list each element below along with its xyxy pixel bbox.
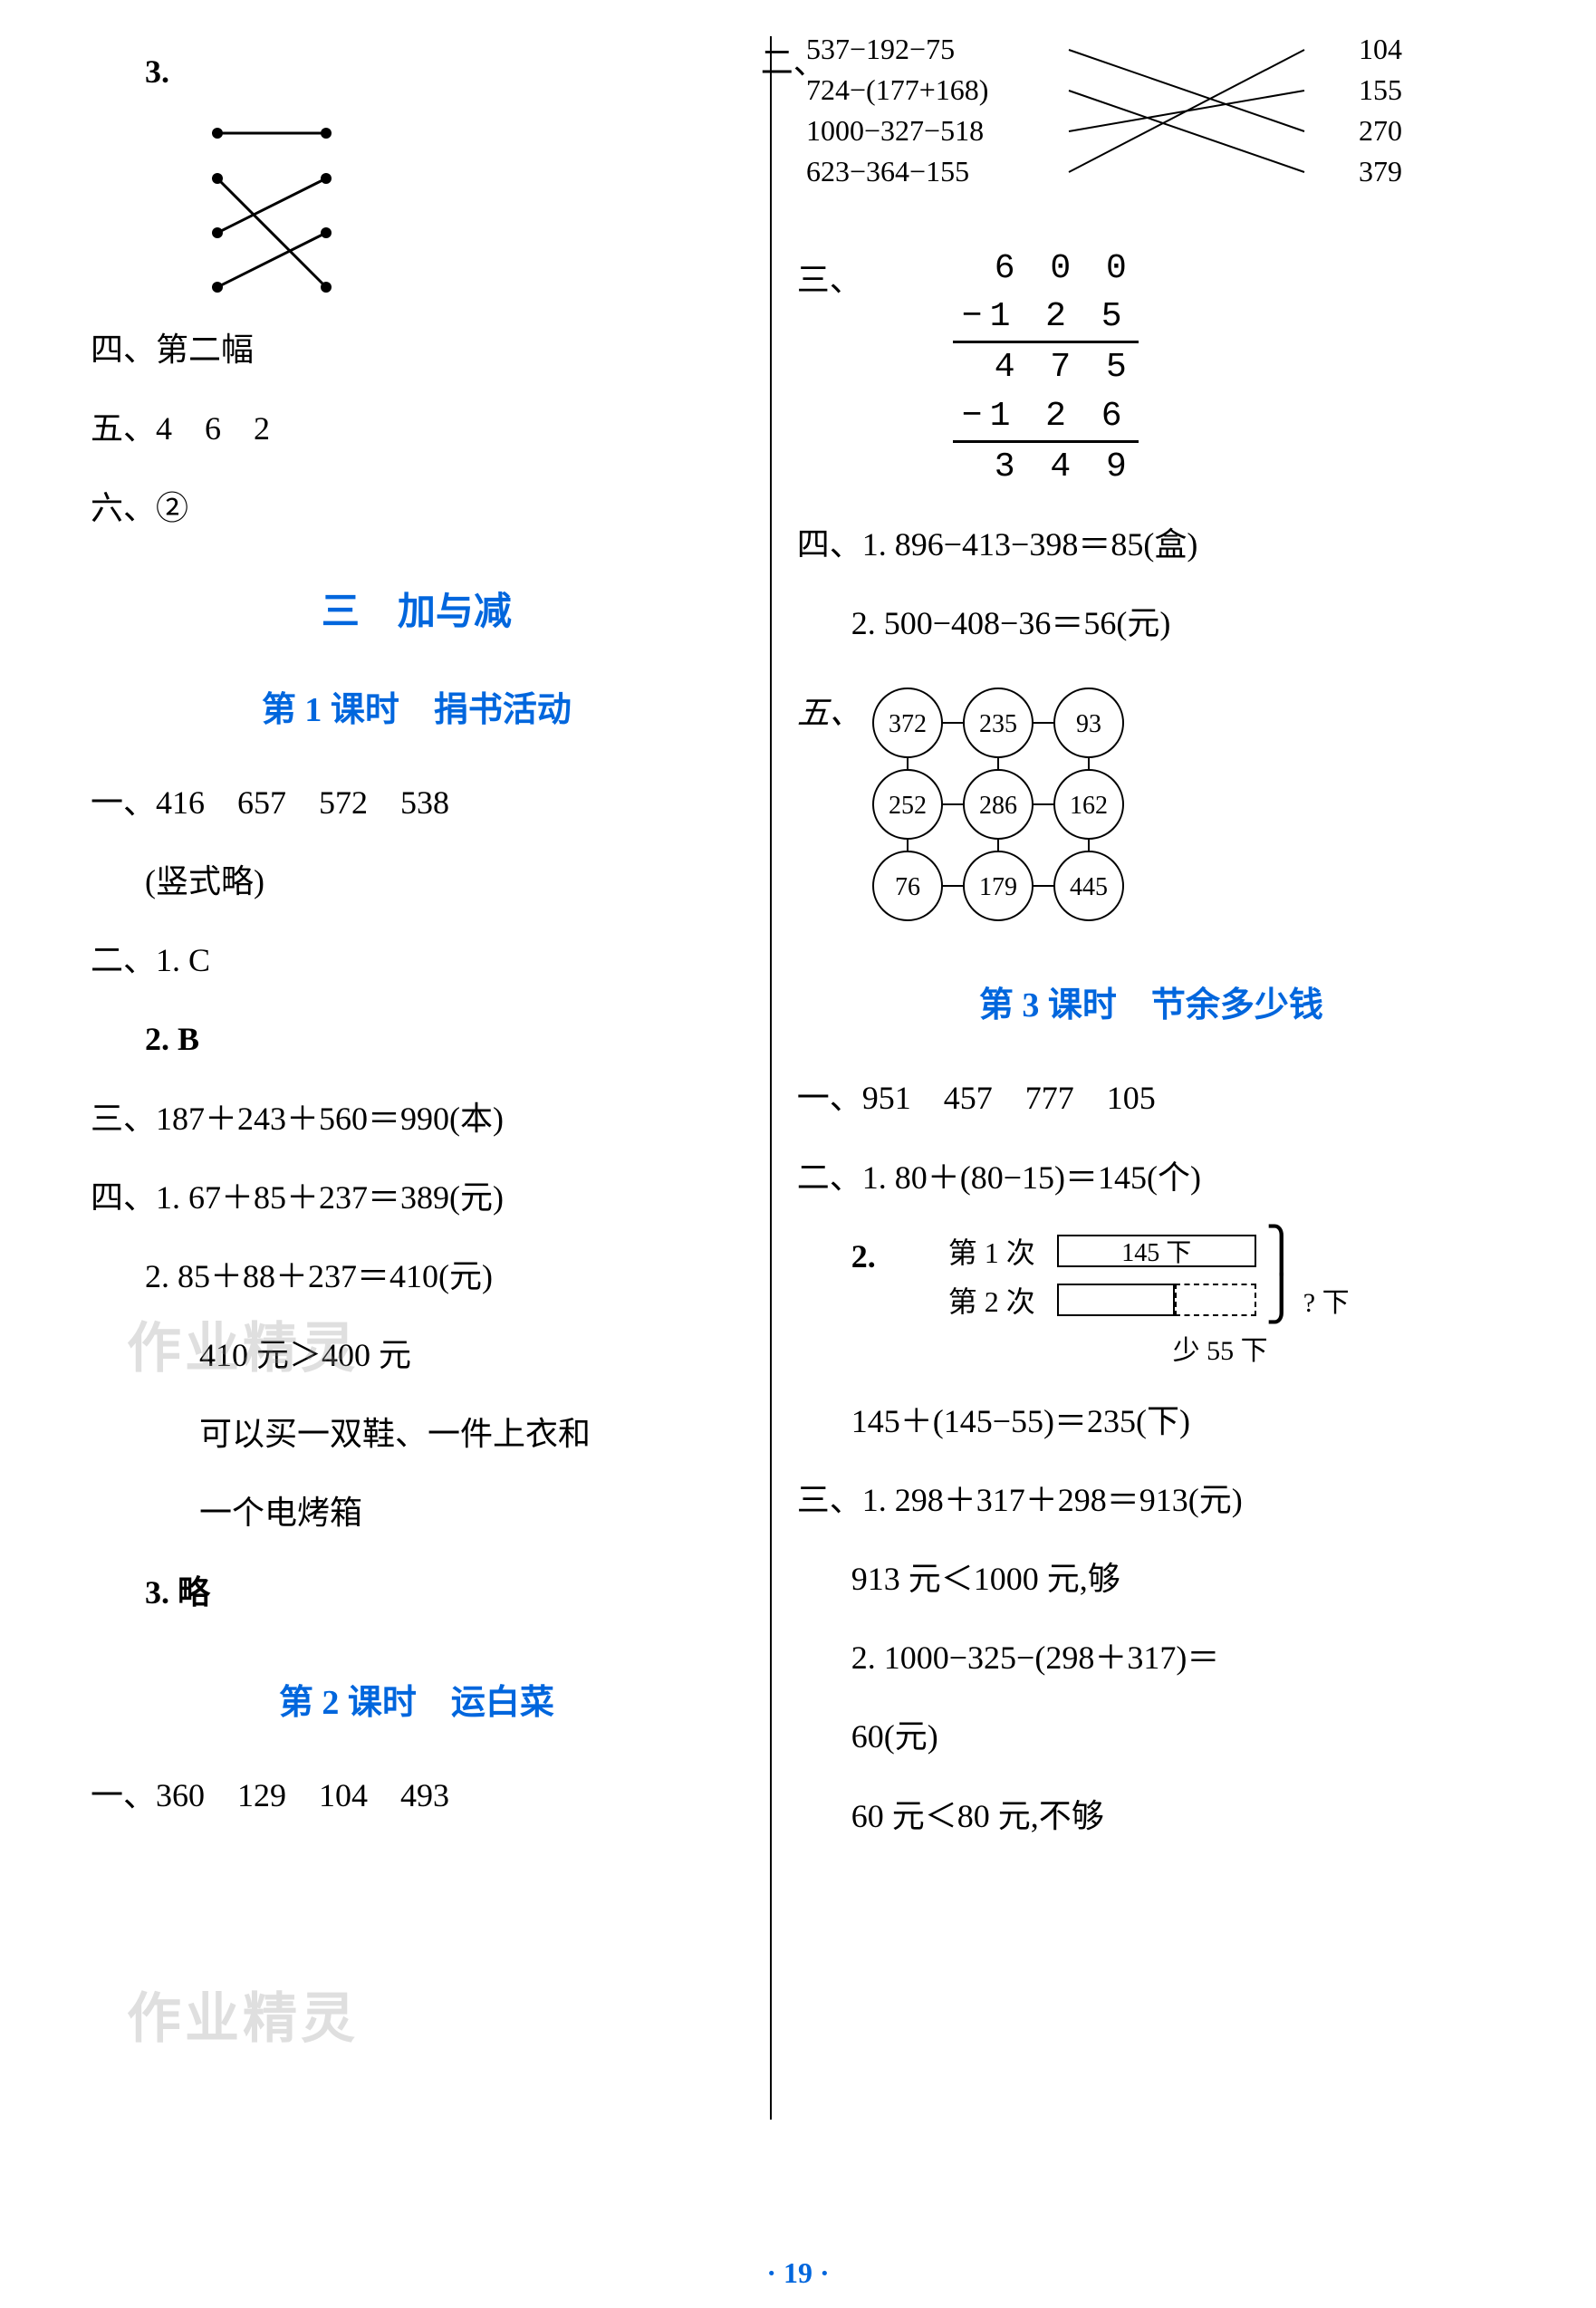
l1-three: 三、187＋243＋560＝990(本) xyxy=(91,1083,743,1155)
l1-four-2b: 410 元＞400 元 xyxy=(91,1320,743,1391)
lesson2-title: 第 2 课时 运白菜 xyxy=(91,1674,743,1724)
r-four-1: 四、1. 896−413−398＝85(盒) xyxy=(797,509,1505,581)
calc-r5: 3 4 9 xyxy=(953,443,1139,491)
l1-four-2: 2. 85＋88＋237＝410(元) xyxy=(91,1241,743,1313)
svg-text:537−192−75: 537−192−75 xyxy=(806,36,955,65)
column-divider xyxy=(770,36,772,2120)
brace-text: ? 下 xyxy=(1303,1280,1350,1320)
five-label: 五、 xyxy=(797,678,862,924)
svg-text:162: 162 xyxy=(1070,792,1108,820)
bar-diagram: 第 1 次 145 下 ⎫ 第 2 次 ⎭ ? 下 少 55 下 xyxy=(948,1230,1350,1368)
svg-text:155: 155 xyxy=(1359,73,1402,106)
l3-two-2-label: 2. xyxy=(797,1221,876,1361)
calc-r4: −1 2 6 xyxy=(953,392,1139,443)
calc-r2: −1 2 5 xyxy=(953,293,1139,343)
l3-three-1: 三、1. 298＋317＋298＝913(元) xyxy=(797,1465,1505,1536)
brace-icon2: ⎭ xyxy=(1265,1289,1298,1311)
l3-two-2-calc: 145＋(145−55)＝235(下) xyxy=(797,1386,1505,1457)
calc-r1: 6 0 0 xyxy=(953,245,1139,293)
match-diagram: 537−192−75 724−(177+168) 1000−327−518 623−3… xyxy=(797,36,1431,217)
l1-four-2d: 一个电烤箱 xyxy=(91,1477,743,1549)
left-five: 五、4 6 2 xyxy=(91,393,743,465)
section-title: 三 加与减 xyxy=(91,581,743,636)
left-six: 六、② xyxy=(91,473,743,544)
l1-four-1: 四、1. 67＋85＋237＝389(元) xyxy=(91,1162,743,1234)
match-label: 二、 xyxy=(761,36,826,83)
l3-three-1b: 913 元＜1000 元,够 xyxy=(797,1543,1505,1615)
three-label: 三、 xyxy=(797,245,862,484)
svg-text:445: 445 xyxy=(1070,873,1108,901)
svg-text:179: 179 xyxy=(979,873,1017,901)
bar-row1-value: 145 下 xyxy=(1057,1235,1256,1267)
bar-bottom-note: 少 55 下 xyxy=(948,1328,1350,1368)
l2-one: 一、360 129 104 493 xyxy=(91,1760,743,1832)
item-3-label: 3. xyxy=(91,36,743,108)
svg-text:235: 235 xyxy=(979,710,1017,738)
l3-two-1: 二、1. 80＋(80−15)＝145(个) xyxy=(797,1142,1505,1214)
bar-row1-label: 第 1 次 xyxy=(948,1230,1057,1272)
svg-text:104: 104 xyxy=(1359,36,1402,65)
l1-one: 一、416 657 572 538 xyxy=(91,767,743,839)
l1-two-1: 二、1. C xyxy=(91,925,743,996)
r-four-2: 2. 500−408−36＝56(元) xyxy=(797,588,1505,659)
left-column: 3. 四、第二幅 五、4 6 2 六、② 三 加与减 第 1 课时 捐书活动 一… xyxy=(91,36,770,2272)
lesson1-title: 第 1 课时 捐书活动 xyxy=(91,681,743,731)
vertical-calculation: 6 0 0 −1 2 5 4 7 5 −1 2 6 3 4 9 xyxy=(953,245,1139,491)
svg-text:76: 76 xyxy=(895,873,920,901)
l3-three-2c: 60 元＜80 元,不够 xyxy=(797,1781,1505,1852)
l1-two-2: 2. B xyxy=(91,1004,743,1075)
bar-row2-dashed xyxy=(1175,1284,1256,1316)
calc-r3: 4 7 5 xyxy=(953,343,1139,391)
l3-one: 一、951 457 777 105 xyxy=(797,1063,1505,1134)
svg-text:252: 252 xyxy=(889,792,927,820)
svg-text:270: 270 xyxy=(1359,114,1402,147)
bar-row2-label: 第 2 次 xyxy=(948,1279,1057,1321)
lesson3-title: 第 3 课时 节余多少钱 xyxy=(797,976,1505,1026)
right-column: 二、 537−192−75724−(177+168)1000−327−51862… xyxy=(770,36,1505,2272)
bar-row2-box xyxy=(1057,1284,1175,1316)
l1-four-3: 3. 略 xyxy=(91,1557,743,1629)
svg-text:372: 372 xyxy=(889,710,927,738)
grid-diagram: 372 235 93 252 286 162 76 179 445 xyxy=(862,678,1134,931)
svg-text:623−364−155: 623−364−155 xyxy=(806,155,969,188)
svg-text:724−(177+168): 724−(177+168) xyxy=(806,73,988,106)
brace-icon: ⎫ xyxy=(1265,1240,1298,1262)
left-four: 四、第二幅 xyxy=(91,314,743,386)
l3-three-2b: 60(元) xyxy=(797,1701,1505,1773)
l1-four-2c: 可以买一双鞋、一件上衣和 xyxy=(91,1399,743,1470)
svg-text:379: 379 xyxy=(1359,155,1402,188)
page-number: · 19 · xyxy=(766,2256,829,2290)
svg-text:286: 286 xyxy=(979,792,1017,820)
svg-text:93: 93 xyxy=(1076,710,1101,738)
l3-three-2: 2. 1000−325−(298＋317)＝ xyxy=(797,1622,1505,1694)
svg-text:1000−327−518: 1000−327−518 xyxy=(806,114,984,147)
l1-one-sub: (竖式略) xyxy=(91,846,743,918)
match-diagram-container: 二、 537−192−75724−(177+168)1000−327−51862… xyxy=(797,36,1505,217)
cross-diagram xyxy=(199,115,380,314)
